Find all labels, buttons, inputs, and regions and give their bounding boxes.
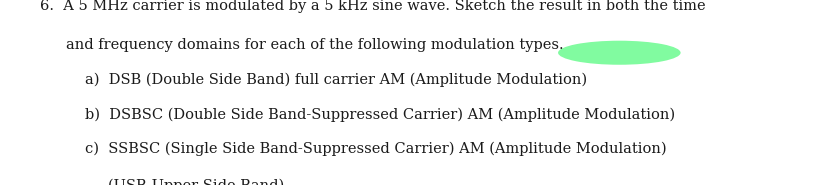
Text: c)  SSBSC (Single Side Band-Suppressed Carrier) AM (Amplitude Modulation): c) SSBSC (Single Side Band-Suppressed Ca… [85,142,666,156]
Text: a)  DSB (Double Side Band) full carrier AM (Amplitude Modulation): a) DSB (Double Side Band) full carrier A… [85,73,586,87]
Ellipse shape [557,41,680,65]
Text: 6.  A 5 MHz carrier is modulated by a 5 kHz sine wave. Sketch the result in both: 6. A 5 MHz carrier is modulated by a 5 k… [40,0,705,13]
Text: (USB-Upper Side Band): (USB-Upper Side Band) [108,179,284,185]
Text: b)  DSBSC (Double Side Band-Suppressed Carrier) AM (Amplitude Modulation): b) DSBSC (Double Side Band-Suppressed Ca… [85,108,675,122]
Text: and frequency domains for each of the following modulation types.: and frequency domains for each of the fo… [66,38,563,52]
